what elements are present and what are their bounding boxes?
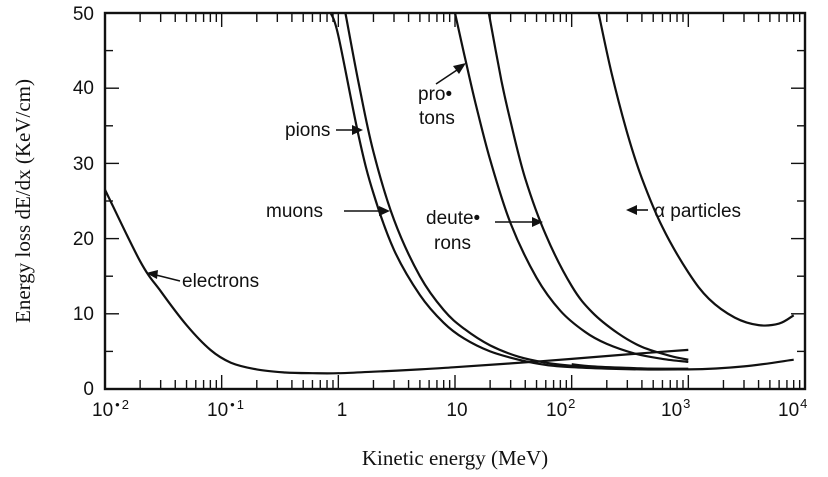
x-tick-label: 102 [546, 396, 575, 421]
y-tick-label: 20 [73, 229, 94, 250]
label-protons-2: tons [419, 108, 455, 129]
arrow-deuterons [495, 217, 543, 227]
x-tick-label: 104 [778, 396, 807, 421]
label-muons: muons [266, 201, 323, 222]
label-protons-1: pro• [418, 84, 452, 105]
x-axis-title: Kinetic energy (MeV) [362, 446, 548, 470]
plot-frame [103, 11, 807, 391]
axis-ticks [104, 12, 806, 390]
label-deuterons-2: rons [434, 233, 471, 254]
curves [104, 12, 795, 375]
label-deuterons-1: deute• [426, 208, 480, 229]
arrow-electrons [146, 270, 181, 282]
y-axis-title: Energy loss dE/dx (KeV/cm) [11, 79, 35, 323]
arrow-pions [336, 125, 363, 135]
x-tick-label: 1 [337, 400, 348, 421]
arrow-muons [344, 206, 390, 216]
x-tick-label: 10 • 2 [92, 397, 129, 421]
y-tick-label: 30 [73, 154, 94, 175]
arrow-protons [435, 63, 466, 85]
y-tick-label: 40 [73, 78, 94, 99]
label-pions: pions [285, 120, 330, 141]
curve-pions [344, 12, 689, 370]
curve-protons [453, 12, 689, 363]
x-tick-label: 103 [661, 396, 690, 421]
curve-low-energy-tail [571, 358, 794, 371]
y-tick-label: 0 [83, 379, 94, 400]
label-electrons: electrons [182, 271, 259, 292]
y-tick-label: 10 [73, 304, 94, 325]
y-tick-label: 50 [73, 4, 94, 25]
x-tick-label: 10 • 1 [207, 397, 244, 421]
curve-alpha [597, 12, 795, 327]
curve-deuterons [487, 12, 689, 361]
label-alpha-particles: α particles [654, 201, 741, 222]
x-tick-label: 10 [446, 400, 467, 421]
arrow-alpha [626, 205, 648, 215]
